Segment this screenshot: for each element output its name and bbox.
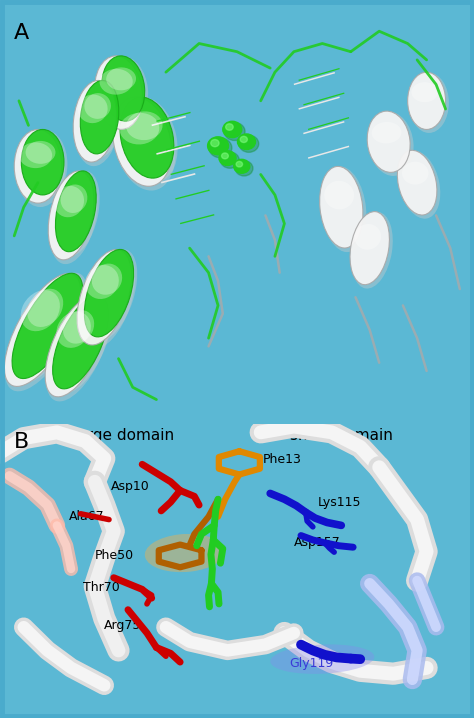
Ellipse shape — [54, 186, 84, 218]
Ellipse shape — [14, 129, 62, 203]
Text: small domain: small domain — [290, 428, 393, 443]
Text: Phe50: Phe50 — [95, 549, 134, 562]
Circle shape — [221, 153, 228, 159]
Text: Arg75: Arg75 — [104, 619, 142, 633]
Ellipse shape — [5, 273, 85, 391]
Ellipse shape — [113, 97, 172, 186]
Ellipse shape — [409, 73, 449, 133]
Text: Thr70: Thr70 — [83, 582, 120, 595]
Ellipse shape — [372, 122, 401, 144]
Text: large domain: large domain — [73, 428, 174, 443]
Text: Ala67: Ala67 — [69, 510, 104, 523]
Ellipse shape — [367, 111, 410, 172]
Ellipse shape — [16, 130, 65, 207]
Ellipse shape — [411, 82, 438, 102]
Ellipse shape — [19, 142, 52, 168]
Circle shape — [240, 136, 247, 142]
Text: B: B — [14, 432, 29, 452]
Ellipse shape — [48, 171, 94, 260]
Circle shape — [236, 162, 243, 167]
Ellipse shape — [355, 224, 381, 250]
Ellipse shape — [45, 296, 107, 397]
Ellipse shape — [54, 295, 112, 393]
Ellipse shape — [82, 80, 122, 158]
Ellipse shape — [13, 273, 87, 383]
Ellipse shape — [350, 212, 390, 284]
Ellipse shape — [321, 167, 366, 252]
Ellipse shape — [27, 289, 63, 327]
Ellipse shape — [102, 56, 145, 121]
Text: Asp10: Asp10 — [110, 480, 149, 493]
Text: Phe13: Phe13 — [263, 454, 302, 467]
Ellipse shape — [85, 249, 137, 341]
Ellipse shape — [55, 171, 96, 252]
Ellipse shape — [399, 151, 440, 219]
Ellipse shape — [270, 645, 374, 674]
Ellipse shape — [53, 296, 109, 389]
Ellipse shape — [21, 129, 64, 195]
Ellipse shape — [114, 97, 175, 190]
Ellipse shape — [84, 93, 111, 119]
Circle shape — [208, 137, 228, 155]
Circle shape — [237, 134, 255, 149]
Ellipse shape — [100, 69, 133, 95]
Ellipse shape — [408, 73, 446, 129]
Text: A: A — [14, 23, 29, 43]
Ellipse shape — [78, 249, 135, 350]
Ellipse shape — [49, 171, 98, 264]
Ellipse shape — [74, 80, 120, 166]
Ellipse shape — [84, 249, 134, 337]
Ellipse shape — [95, 56, 142, 129]
Ellipse shape — [397, 150, 437, 215]
Circle shape — [220, 152, 239, 168]
Ellipse shape — [80, 80, 119, 154]
Ellipse shape — [56, 312, 91, 348]
Ellipse shape — [78, 95, 108, 123]
Ellipse shape — [319, 167, 363, 248]
Ellipse shape — [106, 67, 136, 90]
Ellipse shape — [85, 265, 119, 299]
Ellipse shape — [368, 111, 414, 176]
Ellipse shape — [126, 111, 163, 140]
Ellipse shape — [4, 274, 81, 386]
Circle shape — [209, 138, 232, 158]
Ellipse shape — [61, 185, 87, 213]
Ellipse shape — [77, 250, 131, 345]
Ellipse shape — [63, 310, 94, 344]
Ellipse shape — [46, 295, 110, 401]
Ellipse shape — [324, 181, 354, 210]
Ellipse shape — [12, 274, 83, 378]
Ellipse shape — [57, 171, 100, 256]
Ellipse shape — [26, 141, 55, 164]
Ellipse shape — [103, 56, 148, 125]
Text: Gly119: Gly119 — [289, 657, 333, 670]
Circle shape — [239, 135, 259, 152]
Ellipse shape — [121, 97, 178, 182]
Ellipse shape — [92, 264, 122, 295]
Text: Lys115: Lys115 — [318, 495, 361, 508]
Circle shape — [219, 151, 236, 165]
Circle shape — [224, 123, 245, 141]
Circle shape — [235, 161, 253, 176]
Ellipse shape — [23, 130, 67, 199]
Circle shape — [234, 159, 250, 173]
Ellipse shape — [351, 212, 393, 289]
Ellipse shape — [21, 290, 60, 331]
Ellipse shape — [120, 97, 174, 178]
Text: Asp157: Asp157 — [294, 536, 341, 549]
Ellipse shape — [96, 56, 146, 134]
Ellipse shape — [402, 162, 428, 185]
Circle shape — [226, 123, 233, 130]
Ellipse shape — [119, 113, 159, 144]
Ellipse shape — [145, 534, 225, 572]
Circle shape — [211, 139, 219, 146]
Ellipse shape — [73, 80, 117, 162]
Circle shape — [223, 121, 242, 138]
